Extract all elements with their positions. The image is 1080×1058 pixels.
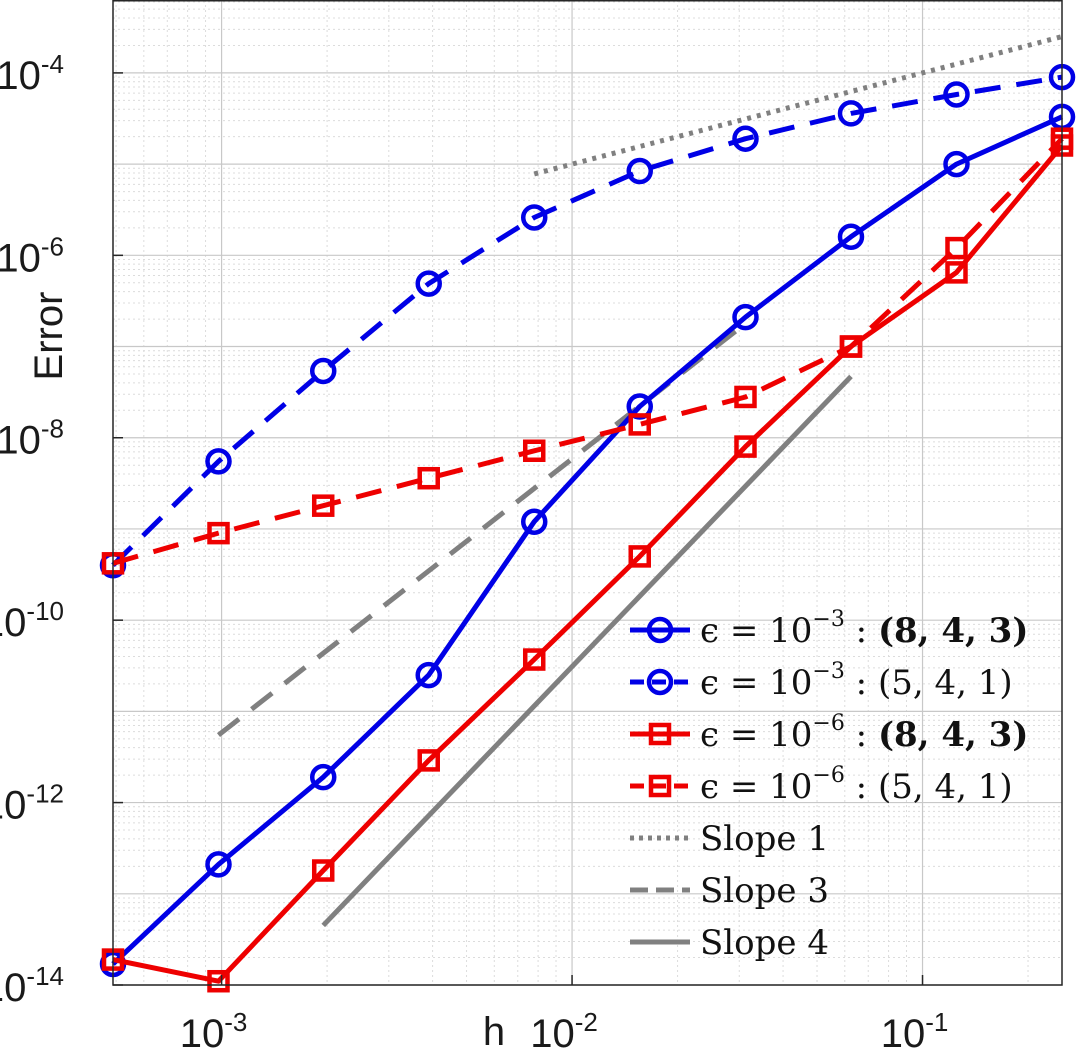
eps1e-3-843-point — [943, 150, 970, 178]
y-tick-label: 10-14 — [0, 961, 64, 1010]
eps1e-3-541-point — [943, 81, 970, 108]
legend-label: Slope 3 — [700, 871, 829, 911]
eps1e-3-843-point — [205, 851, 232, 878]
eps1e-3-843-series — [99, 103, 1076, 978]
eps1e-6-843-point — [311, 859, 335, 882]
eps1e-6-843-point — [417, 749, 440, 772]
y-tick-label: 10-4 — [0, 49, 64, 98]
eps1e-3-541-point — [837, 100, 865, 127]
x-axis-title: h — [483, 1010, 505, 1054]
eps1e-6-541-point — [945, 236, 968, 260]
plot-frame — [112, 0, 1063, 986]
eps1e-3-541-series — [99, 63, 1076, 579]
legend-label: ϵ = 10−3 : (8, 4, 3) — [700, 607, 1028, 651]
eps1e-3-541-point — [626, 157, 653, 185]
y-tick-label: 10-12 — [0, 779, 64, 828]
legend-label: Slope 4 — [700, 923, 829, 963]
legend-item: Slope 3 — [630, 871, 829, 911]
legend-marker — [648, 722, 672, 746]
eps1e-3-843-point — [415, 661, 442, 689]
legend-label: ϵ = 10−3 : (5, 4, 1) — [700, 659, 1013, 703]
x-tick-label: 10-3 — [180, 1007, 248, 1056]
eps1e-6-541-point — [628, 413, 651, 436]
legend-marker — [646, 668, 674, 696]
eps1e-6-541-point — [207, 521, 230, 545]
legend-marker — [648, 774, 672, 798]
eps1e-3-541-line — [111, 74, 1063, 567]
slope-1-line — [533, 34, 1063, 177]
eps1e-6-843-point — [734, 435, 757, 458]
eps1e-6-541-point — [839, 335, 863, 358]
eps1e-3-541-point — [309, 357, 337, 385]
y-tick-label: 10-6 — [0, 231, 64, 280]
y-tick-label: 10-10 — [0, 596, 64, 645]
eps1e-6-541-point — [734, 385, 757, 409]
legend-item: ϵ = 10−6 : (8, 4, 3) — [630, 711, 1028, 755]
eps1e-3-541-point — [415, 270, 442, 297]
data-series — [99, 63, 1076, 993]
eps1e-6-541-line — [112, 136, 1064, 566]
y-axis-title: Error — [27, 292, 71, 381]
legend: ϵ = 10−3 : (8, 4, 3) ϵ = 10−3 : (5, 4, 1)… — [630, 607, 1028, 963]
eps1e-3-843-point — [309, 763, 337, 791]
eps1e-3-843-line — [111, 114, 1064, 966]
legend-item: ϵ = 10−3 : (5, 4, 1) — [630, 659, 1013, 703]
eps1e-3-843-point — [732, 303, 759, 331]
eps1e-6-541-point — [311, 494, 335, 517]
legend-item: ϵ = 10−3 : (8, 4, 3) — [630, 607, 1028, 651]
eps1e-6-843-point — [207, 969, 230, 993]
legend-label: ϵ = 10−6 : (5, 4, 1) — [700, 763, 1013, 807]
eps1e-6-541-point — [417, 466, 440, 490]
legend-label: Slope 1 — [700, 819, 829, 859]
legend-marker — [646, 616, 674, 644]
y-tick-label: 10-8 — [0, 414, 64, 463]
eps1e-3-541-point — [520, 204, 548, 231]
eps1e-6-843-point — [945, 261, 968, 284]
slope-4-line — [321, 374, 853, 928]
x-tick-label: 10-2 — [530, 1007, 598, 1056]
eps1e-3-843-point — [520, 508, 548, 535]
axis-ticks: 10-3 10-2 10-1 10-14 10-12 10-10 10-8 10-6 10-4 — [0, 49, 948, 1056]
eps1e-6-843-line — [112, 143, 1064, 984]
eps1e-6-843-point — [522, 648, 546, 671]
x-tick-label: 10-1 — [881, 1007, 949, 1056]
eps1e-6-541-point — [522, 439, 546, 463]
eps1e-3-541-point — [732, 125, 759, 152]
eps1e-3-541-point — [205, 448, 232, 475]
legend-item: Slope 4 — [630, 923, 829, 963]
legend-label: ϵ = 10−6 : (8, 4, 3) — [700, 711, 1028, 755]
grid-lines — [113, 0, 1062, 986]
legend-item: ϵ = 10−6 : (5, 4, 1) — [630, 763, 1013, 807]
eps1e-6-843-point — [628, 545, 651, 568]
legend-item: Slope 1 — [630, 819, 829, 859]
eps1e-3-843-point — [837, 223, 865, 250]
